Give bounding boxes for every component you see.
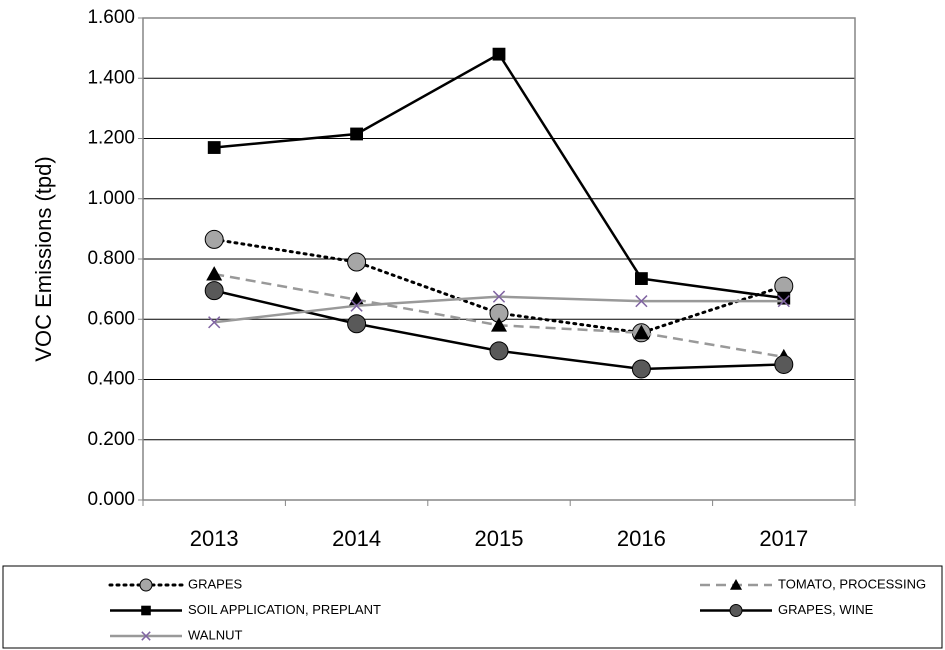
y-axis-label: VOC Emissions (tpd) — [31, 156, 56, 361]
marker — [350, 299, 363, 312]
x-tick-label: 2017 — [759, 526, 808, 551]
y-tick-label: 0.800 — [87, 248, 135, 269]
marker — [347, 252, 367, 272]
legend-box — [2, 565, 943, 649]
x-tick-label: 2014 — [332, 526, 381, 551]
legend-label: TOMATO, PROCESSING — [778, 576, 926, 591]
marker — [777, 291, 791, 305]
legend-entry: GRAPES, WINE — [700, 602, 874, 617]
marker — [777, 295, 790, 308]
marker — [207, 141, 221, 154]
marker — [635, 295, 648, 308]
y-tick-label: 0.400 — [87, 369, 135, 390]
marker — [492, 47, 506, 61]
marker — [208, 316, 221, 329]
plot-border — [142, 17, 856, 501]
legend-entry: SOIL APPLICATION, PREPLANT — [110, 602, 381, 617]
y-tick-label: 0.000 — [87, 489, 135, 510]
marker — [491, 317, 507, 332]
y-tick-label: 0.200 — [87, 429, 135, 450]
legend-label: WALNUT — [188, 627, 242, 642]
x-tick-label: 2016 — [617, 526, 666, 551]
y-tick-label: 1.200 — [87, 128, 135, 149]
marker — [348, 291, 365, 307]
y-tick-label: 1.400 — [87, 67, 135, 88]
legend-entry: TOMATO, PROCESSING — [700, 576, 926, 591]
marker — [206, 266, 223, 281]
marker — [350, 127, 363, 141]
series-line — [214, 52, 784, 300]
y-tick-label: 0.600 — [87, 308, 135, 329]
marker — [635, 272, 648, 285]
legend-marker — [141, 631, 151, 641]
legend-marker — [141, 605, 151, 616]
legend-label: SOIL APPLICATION, PREPLANT — [188, 602, 381, 617]
marker — [633, 324, 650, 340]
marker — [204, 229, 224, 249]
legend-marker — [730, 579, 742, 590]
marker — [204, 281, 224, 301]
legend-entry: WALNUT — [110, 627, 242, 642]
y-tick-label: 1.000 — [87, 188, 135, 209]
marker — [489, 341, 509, 361]
marker — [774, 354, 794, 374]
x-tick-label: 2013 — [190, 526, 239, 551]
marker — [347, 314, 367, 334]
marker — [631, 359, 651, 379]
legend-entry: GRAPES — [108, 576, 243, 592]
x-tick-label: 2015 — [475, 526, 524, 551]
legend-label: GRAPES — [188, 576, 243, 591]
y-tick-label: 1.600 — [87, 7, 135, 28]
legend-label: GRAPES, WINE — [778, 602, 874, 617]
legend-marker — [139, 578, 153, 592]
legend-marker — [729, 604, 743, 617]
marker — [492, 290, 506, 303]
